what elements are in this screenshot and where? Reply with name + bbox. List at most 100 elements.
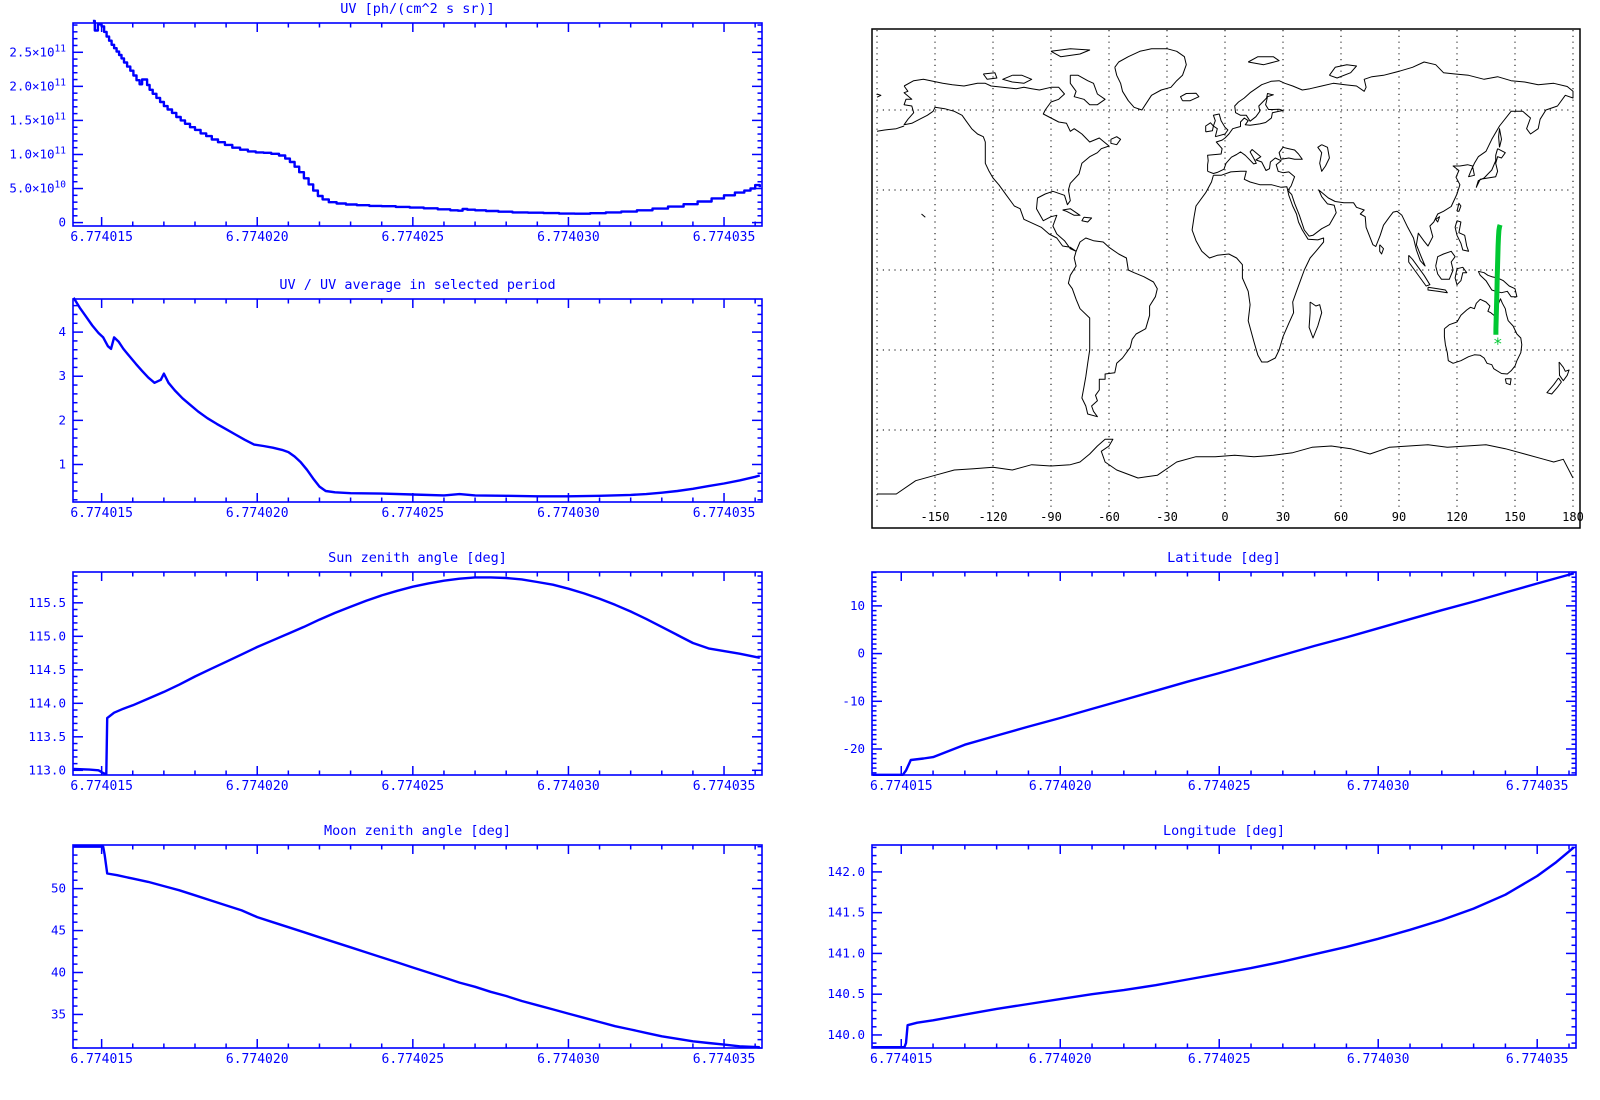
coastline-taiwan [1456,202,1462,212]
chart-title-latitude: Latitude [deg] [1167,550,1281,566]
coastline-japan [1475,148,1506,188]
tick-label: 1.0×1011 [9,145,66,161]
tick-label: 2.5×1011 [9,43,66,59]
tick-label: 35 [51,1006,66,1021]
tick-label: 6.774030 [1347,779,1410,794]
axes-frame [871,844,1577,1049]
chart-sun-zenith: 6.774015 6.774020 6.774025 6.774030 6.774035… [28,550,763,794]
tick-label: 6.774025 [382,1052,445,1067]
tick-label: 0 [58,215,66,230]
coastline-victoria [1002,74,1033,84]
coastline-iceland [1180,92,1200,102]
tick-label: 40 [51,965,66,980]
coastline-hispaniola [1081,216,1093,223]
tick-label: 6.774020 [226,506,289,521]
tick-label: 6.774020 [226,230,289,245]
coastline-java [1427,286,1448,294]
chart-title-longitude: Longitude [deg] [1163,823,1285,839]
coastline-antarctica [877,438,1574,495]
tick-label: 6.774030 [1347,1052,1410,1067]
tick-label: -20 [842,741,865,756]
series-uv [92,19,761,215]
track-start-marker: * [1493,334,1503,353]
coastline-caspian_sea [1317,144,1330,172]
coastline-hainan [1435,216,1441,223]
coastline-ireland [1205,122,1214,133]
coastline-ellesmere [1050,48,1091,58]
tick-label: 1.5×1011 [9,111,66,127]
tick-label: 2.0×1011 [9,77,66,93]
coastline-baffin [1069,74,1106,106]
map-lon-label: 180 [1562,510,1584,524]
tick-label: 6.774015 [70,506,133,521]
coastline-black_sea [1278,146,1303,160]
axes-frame [72,22,763,227]
axes-frame [871,571,1577,776]
series-sun-zenith [73,576,761,776]
tick-label: 0 [857,646,865,661]
series-longitude [872,846,1575,1049]
chart-title-uv: UV [ph/(cm^2 s sr)] [340,1,494,17]
coastline-novaya_zemlya [1328,64,1357,79]
map-lon-label: 0 [1221,510,1228,524]
tick-label: 6.774015 [870,1052,933,1067]
coastline-sakhalin [1498,128,1502,148]
tick-label: 6.774030 [537,506,600,521]
map-lon-label: -150 [921,510,950,524]
tick-label: 140.0 [827,1027,865,1042]
tick-label: 6.774015 [70,230,133,245]
tick-label: 10 [850,598,865,613]
coastline-madagascar [1308,301,1323,339]
series-uv-ratio [72,297,761,498]
chart-moon-zenith: 6.774015 6.774020 6.774025 6.774030 6.774035… [51,823,763,1067]
tick-label: 50 [51,881,66,896]
coastline-new_guinea [1477,270,1518,298]
map-lon-label: -90 [1040,510,1062,524]
tick-label: 6.774025 [1188,779,1251,794]
coastline-greenland [1114,48,1187,111]
tick-label: 6.774020 [1029,779,1092,794]
tick-label: 113.5 [28,729,66,744]
coastline-cuba [1062,208,1081,216]
coastline-tasmania [1504,378,1512,386]
tick-label: 6.774025 [1188,1052,1251,1067]
coastline-eurasia [1207,61,1574,267]
satellite-ground-track [1493,224,1503,335]
axes-frame [72,571,763,776]
tick-label: 1 [58,456,66,471]
tick-label: 115.5 [28,595,66,610]
tick-label: 6.774020 [226,1052,289,1067]
coastline-australia [1443,298,1523,375]
chart-latitude: 6.774015 6.774020 6.774025 6.774030 6.774035… [842,550,1577,794]
tick-label: 6.774035 [1506,1052,1569,1067]
map-frame [871,28,1581,529]
map-lon-label: -30 [1156,510,1178,524]
tick-label: 6.774015 [870,779,933,794]
map-lon-label: 90 [1392,510,1406,524]
tick-label: 45 [51,923,66,938]
map-lon-label: -60 [1098,510,1120,524]
tick-label: 6.774025 [382,506,445,521]
coastline-aleutians [876,125,905,132]
series-latitude [872,572,1575,776]
tick-label: 6.774025 [382,230,445,245]
tick-label: 6.774030 [537,779,600,794]
coastline-borneo [1435,250,1456,280]
chart-uv-ratio: 6.774015 6.774020 6.774025 6.774030 6.774035… [58,277,763,521]
coastline-uk [1212,113,1229,138]
tick-label: 6.774015 [70,1052,133,1067]
series-moon-zenith [73,845,760,1049]
tick-label: 6.774025 [382,779,445,794]
tick-label: 142.0 [827,864,865,879]
tick-label: 6.774020 [1029,1052,1092,1067]
tick-label: 6.774030 [537,230,600,245]
tick-label: 6.774035 [693,230,756,245]
tick-label: 4 [58,324,66,339]
tick-label: -10 [842,693,865,708]
coastline-sri_lanka [1379,244,1384,255]
coastline-nz_north [1558,361,1570,382]
coastline-south_america [1067,237,1158,418]
map-lon-label: 150 [1504,510,1526,524]
